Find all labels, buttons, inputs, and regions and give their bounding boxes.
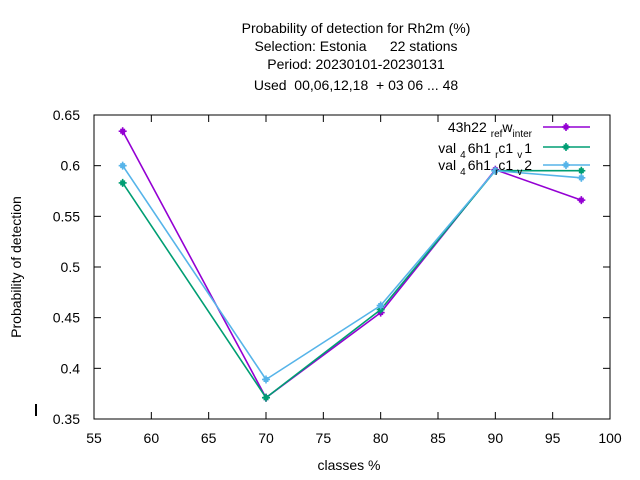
legend-label-2-part-c: 6h1 — [468, 140, 492, 156]
legend-label-3: val 4 6h1 rc1 v 2 — [438, 157, 532, 178]
legend-label-1-part-a: 43h22 — [448, 119, 487, 135]
legend-label-3-part-c: 6h1 — [468, 157, 492, 173]
series-layer — [118, 127, 586, 402]
legend-label-1-part-d: inter — [513, 129, 533, 140]
legend-label-1: 43h22 refwinter — [448, 119, 533, 140]
point-marker-box — [492, 168, 498, 174]
x-axis: 55 60 65 70 75 80 85 90 95 100 — [86, 115, 622, 446]
legend: 43h22 refwinter val 4 6h1 rc1 v 1 val 4 6h1 rc1 v 2 — [438, 119, 590, 178]
point-marker-box — [378, 303, 384, 309]
x-tick-label-60: 60 — [144, 430, 160, 446]
legend-label-3-part-d: r — [495, 167, 499, 178]
title-line-3: Period: 20230101-20230131 — [267, 56, 445, 72]
x-tick-label-95: 95 — [545, 430, 561, 446]
y-tick-label-4: 0.55 — [53, 208, 80, 224]
series-3-point-4 — [491, 166, 500, 175]
plot-area-border — [93, 114, 611, 420]
series-3-point-1 — [118, 161, 127, 170]
x-axis-label: classes % — [317, 457, 380, 473]
y-tick-label-3: 0.5 — [61, 259, 81, 275]
legend-label-1-part-b: ref — [491, 129, 503, 140]
series-2-line — [122, 169, 582, 399]
legend-label-2-part-e: c1 — [498, 140, 513, 156]
legend-entry-3: val 4 6h1 rc1 v 2 — [438, 157, 532, 178]
legend-entry-1: 43h22 refwinter — [448, 119, 533, 140]
point-marker-box — [578, 197, 584, 203]
x-tick-label-100: 100 — [598, 430, 622, 446]
series-2-point-5 — [577, 166, 586, 175]
legend-label-3-part-b: 4 — [460, 167, 466, 178]
legend-label-2: val 4 6h1 rc1 v 1 — [438, 140, 532, 161]
x-tick-label-80: 80 — [373, 430, 389, 446]
legend-swatch-marker-box-1 — [563, 124, 569, 130]
point-marker-box — [378, 307, 384, 313]
point-marker-box — [263, 376, 269, 382]
y-tick-label-5: 0.6 — [61, 158, 81, 174]
title-line-4: Used 00,06,12,18 + 03 06 ... 48 — [254, 77, 459, 93]
legend-label-2-part-b: 4 — [460, 150, 466, 161]
series-3-point-5 — [577, 173, 586, 182]
legend-label-3-part-e: c1 — [498, 157, 513, 173]
title-line-2: Selection: Estonia 22 stations — [254, 38, 457, 54]
y-tick-label-2: 0.45 — [53, 310, 80, 326]
legend-label-2-part-d: r — [495, 150, 499, 161]
point-marker-box — [578, 168, 584, 174]
chart-title: Probability of detection for Rh2m (%) Se… — [242, 20, 471, 93]
x-tick-label-65: 65 — [201, 430, 217, 446]
title-line-1: Probability of detection for Rh2m (%) — [242, 20, 471, 36]
y-tick-label-0: 0.35 — [53, 411, 80, 427]
y-tick-label-1: 0.4 — [61, 360, 81, 376]
legend-swatch-marker-box-2 — [563, 144, 569, 150]
legend-label-3-part-f: v — [517, 167, 522, 178]
series-1-point-1 — [118, 127, 127, 136]
x-tick-label-75: 75 — [316, 430, 332, 446]
point-marker-box — [578, 175, 584, 181]
legend-swatch-marker-box-3 — [563, 162, 569, 168]
series-1-point-5 — [577, 196, 586, 205]
series-3-point-3 — [376, 301, 385, 310]
legend-label-2-part-g: 1 — [524, 140, 532, 156]
legend-label-1-part-c: w — [501, 119, 513, 135]
point-marker-box — [120, 128, 126, 134]
x-tick-label-85: 85 — [430, 430, 446, 446]
legend-swatches — [543, 123, 590, 169]
legend-label-2-part-a: val — [438, 140, 456, 156]
series-2-point-2 — [262, 393, 270, 402]
y-axis-label: Probability of detection — [8, 196, 24, 338]
x-tick-label-70: 70 — [258, 430, 274, 446]
series-3-line — [122, 165, 582, 381]
y-axis: 0.35 0.4 0.45 0.5 0.55 0.6 0.65 — [53, 107, 610, 427]
x-tick-label-55: 55 — [86, 430, 102, 446]
legend-label-3-part-a: val — [438, 157, 456, 173]
series-2-point-1 — [118, 178, 127, 187]
legend-label-2-part-f: v — [517, 150, 522, 161]
point-marker-box — [120, 180, 126, 186]
legend-entry-2: val 4 6h1 rc1 v 1 — [438, 140, 532, 161]
point-marker-box — [120, 163, 126, 169]
x-tick-label-90: 90 — [488, 430, 504, 446]
legend-label-3-part-g: 2 — [524, 157, 532, 173]
y-tick-label-6: 0.65 — [53, 107, 80, 123]
point-marker-box — [263, 395, 269, 401]
series-3-point-2 — [262, 375, 270, 384]
